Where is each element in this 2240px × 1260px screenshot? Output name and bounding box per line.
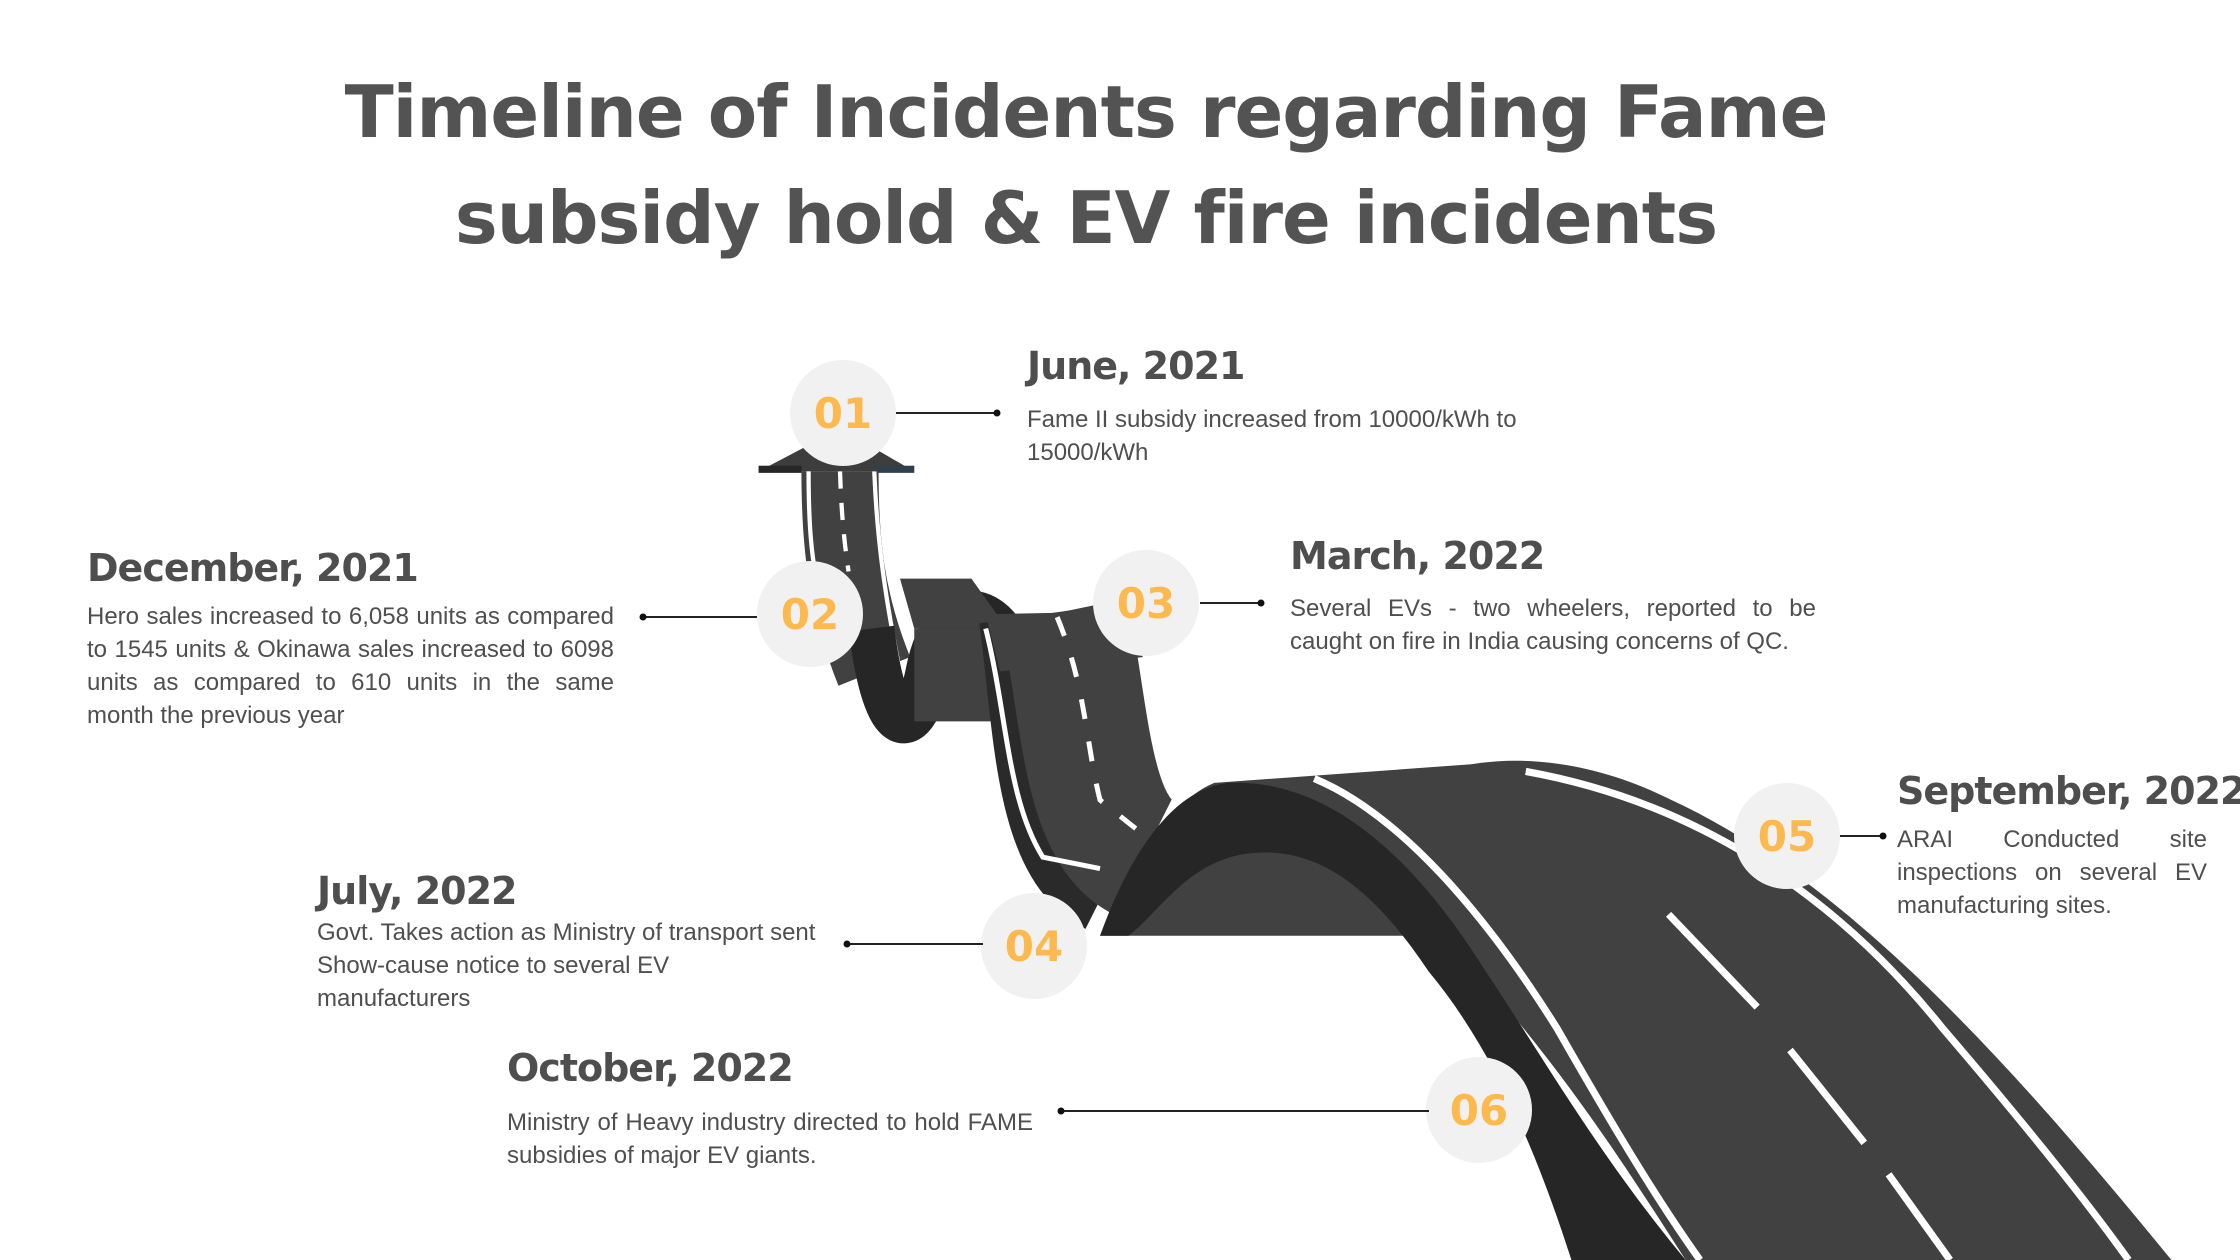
road-shadow <box>1100 782 1686 1260</box>
event-number-01: 01 <box>790 360 896 466</box>
event-number-06: 06 <box>1426 1057 1532 1163</box>
event-date-02: December, 2021 <box>87 546 419 590</box>
connector-01 <box>896 412 997 414</box>
connector-dot-02 <box>639 613 647 621</box>
event-text-04: Govt. Takes action as Ministry of transp… <box>317 919 816 1012</box>
event-text-06: Ministry of Heavy industry directed to h… <box>507 1109 1033 1169</box>
connector-04 <box>847 943 983 945</box>
connector-dot-04 <box>843 940 851 948</box>
title-line-1: Timeline of Incidents regarding Fame <box>344 70 1829 154</box>
event-text-02: Hero sales increased to 6,058 units as c… <box>87 603 614 729</box>
connector-03 <box>1200 602 1261 604</box>
title-line-2: subsidy hold & EV fire incidents <box>454 176 1718 260</box>
event-text-01: Fame II subsidy increased from 10000/kWh… <box>1027 406 1517 466</box>
connector-dot-03 <box>1257 599 1265 607</box>
connector-dot-01 <box>993 409 1001 417</box>
event-text-05: ARAI Conducted site inspections on sever… <box>1897 826 2207 919</box>
event-number-04: 04 <box>981 893 1087 999</box>
event-date-01: June, 2021 <box>1027 344 1245 388</box>
event-date-06: October, 2022 <box>507 1046 794 1090</box>
event-number-03: 03 <box>1093 550 1199 656</box>
event-number-02: 02 <box>757 561 863 667</box>
event-date-05: September, 2022 <box>1897 769 2240 813</box>
event-number-05: 05 <box>1734 783 1840 889</box>
connector-05 <box>1840 835 1883 837</box>
connector-dot-06 <box>1057 1107 1065 1115</box>
connector-02 <box>643 616 757 618</box>
event-text-03: Several EVs - two wheelers, reported to … <box>1290 595 1816 655</box>
connector-dot-05 <box>1879 832 1887 840</box>
event-date-03: March, 2022 <box>1290 534 1545 578</box>
event-date-04: July, 2022 <box>317 869 517 913</box>
connector-06 <box>1061 1110 1429 1112</box>
